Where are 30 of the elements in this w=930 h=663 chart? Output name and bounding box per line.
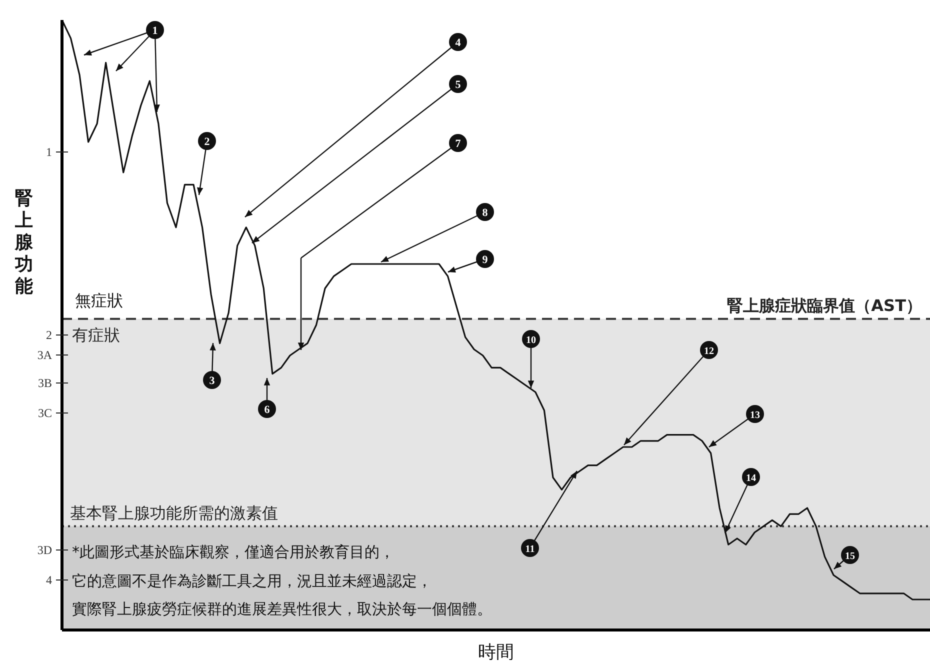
text: 3A <box>37 348 52 362</box>
annotation: 14 <box>746 473 756 484</box>
ref-line-label: 基本腎上腺功能所需的激素值 <box>70 503 278 522</box>
text: 3D <box>37 543 52 557</box>
annotation: 它的意圖不是作為診斷工具之用，況且並未經過認定， <box>72 572 432 590</box>
annotation: 2 <box>204 136 210 148</box>
text: 3B <box>38 376 52 390</box>
annotation: 4 <box>455 37 462 49</box>
annotation: 1 <box>152 25 158 37</box>
ref-line-label: 腎上腺症狀臨界值（AST） <box>727 296 922 315</box>
annotation: 8 <box>482 207 488 219</box>
annotation: 3 <box>209 375 216 387</box>
annotation: 實際腎上腺疲勞症候群的進展差異性很大，取決於每一個個體。 <box>72 600 492 618</box>
annotation: 10 <box>526 335 536 346</box>
text: 2 <box>46 328 52 342</box>
annotation: 5 <box>455 79 462 91</box>
annotation: 7 <box>455 138 462 150</box>
annotation: 12 <box>704 346 714 357</box>
band-label: 有症狀 <box>72 325 120 344</box>
annotation: 9 <box>482 254 488 266</box>
text: 3C <box>38 406 52 420</box>
y-axis-title: 腎上腺功能 <box>14 188 34 298</box>
annotation: *此圖形式基於臨床觀察，僅適合用於教育目的， <box>72 543 394 561</box>
text: 1 <box>46 145 52 159</box>
annotation: 13 <box>750 410 760 421</box>
annotation: 無症狀 <box>75 291 123 310</box>
annotation: 11 <box>525 544 535 555</box>
annotation: 6 <box>264 404 270 416</box>
annotation: 15 <box>845 551 855 562</box>
text: 4 <box>46 573 52 587</box>
